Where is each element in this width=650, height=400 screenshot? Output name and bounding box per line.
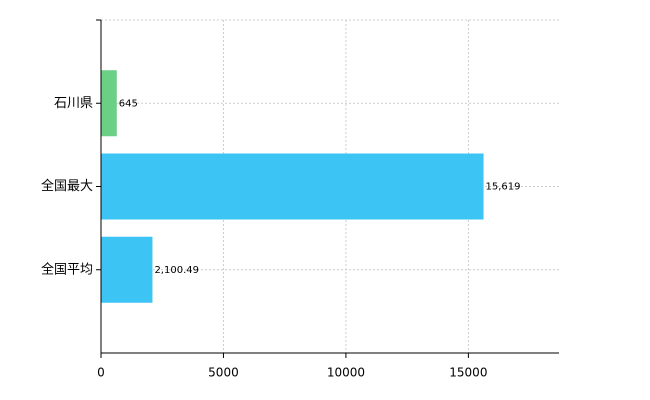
bar <box>101 153 484 220</box>
y-tick-label: 石川県 <box>54 96 93 111</box>
bar <box>101 70 117 137</box>
bar <box>101 236 153 303</box>
value-label: 2,100.49 <box>154 265 199 276</box>
value-label: 15,619 <box>486 182 521 193</box>
x-tick-label: 15000 <box>449 366 487 380</box>
x-tick-label: 5000 <box>208 366 239 380</box>
x-tick-label: 0 <box>97 366 105 380</box>
y-tick-label: 全国最大 <box>41 178 93 194</box>
value-label: 645 <box>119 98 138 109</box>
x-tick-label: 10000 <box>327 366 365 380</box>
y-tick-label: 全国平均 <box>41 261 93 277</box>
